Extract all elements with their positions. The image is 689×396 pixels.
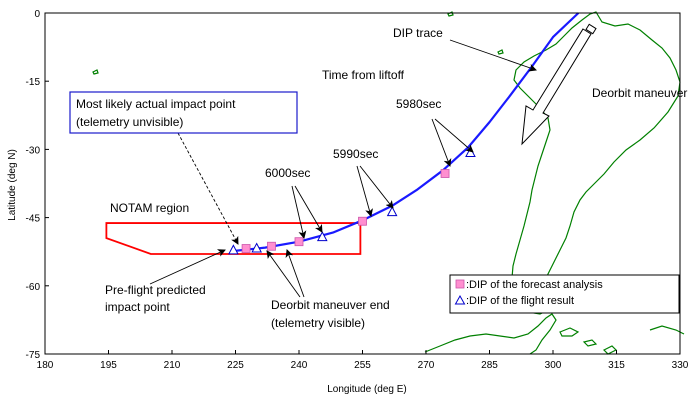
x-tick-label: 195 [100, 360, 117, 371]
y-tick-label: -75 [26, 350, 41, 361]
x-tick-label: 285 [481, 360, 498, 371]
most-likely-label-line2: (telemetry unvisible) [76, 115, 183, 129]
preflight-label-line1: Pre-flight predicted [105, 283, 206, 297]
legend-forecast-label: :DIP of the forecast analysis [466, 279, 603, 291]
x-tick-label: 315 [608, 360, 625, 371]
x-tick-label: 180 [37, 360, 54, 371]
notam-region-label: NOTAM region [110, 201, 189, 215]
y-tick-label: -30 [26, 145, 41, 156]
flight-dip-point [316, 231, 328, 242]
island-1 [92, 69, 99, 75]
x-tick-label: 210 [164, 360, 181, 371]
deorbit-end-arrow-1 [266, 250, 301, 298]
notam-layer [105, 222, 362, 255]
most-likely-arrow [177, 132, 239, 245]
x-tick-label: 255 [354, 360, 371, 371]
y-axis-title: Latitude (deg N) [7, 149, 18, 221]
forecast-dip-point [241, 244, 251, 253]
t5990-label: 5990sec [333, 147, 378, 161]
deorbit-end-arrow-2 [285, 249, 305, 298]
y-tick-label: -15 [26, 77, 41, 88]
t6000-arrow-2 [294, 185, 323, 233]
y-tick-label: -45 [26, 214, 41, 225]
deorbit-end-label-line2: (telemetry visible) [271, 316, 365, 330]
t6000-arrow-1 [291, 185, 307, 239]
y-tick-label: -60 [26, 282, 41, 293]
t5990-arrow-1 [356, 165, 373, 217]
x-tick-label: 240 [291, 360, 308, 371]
x-tick-label: 270 [418, 360, 435, 371]
t6000-label: 6000sec [265, 166, 310, 180]
legend-flight-label: :DIP of the flight result [466, 295, 574, 307]
x-axis-title: Longitude (deg E) [327, 384, 407, 395]
t5980-arrow-2 [434, 118, 474, 153]
forecast-dip-point [267, 241, 276, 251]
most-likely-label-line1: Most likely actual impact point [76, 97, 236, 111]
preflight-arrow [149, 249, 226, 285]
legend-box [449, 274, 680, 314]
antarctica-coastline [424, 313, 557, 355]
flight-dip-point [386, 206, 398, 217]
forecast-dip-point [358, 216, 367, 226]
notam-region-polygon [105, 222, 362, 255]
t5990-arrow-2 [359, 165, 394, 209]
legend-flight-symbol [454, 294, 466, 305]
forecast-dip-point [440, 169, 450, 178]
deorbit-end-label-line1: Deorbit maneuver end [271, 298, 390, 312]
preflight-label-line2: impact point [105, 300, 170, 314]
dip-trace-arrow [449, 39, 537, 72]
axes-layer: 180 195 210 225 240 255 270 285 300 315 330 0 -15 -30… [26, 9, 689, 371]
y-tick-label: 0 [34, 9, 40, 20]
annotation-arrows [149, 39, 537, 298]
dip-trace-label: DIP trace [393, 26, 443, 40]
x-tick-label: 300 [545, 360, 562, 371]
t5980-label: 5980sec [396, 97, 441, 111]
deorbit-maneuver-label: Deorbit maneuver [592, 86, 687, 100]
x-tick-label: 225 [227, 360, 244, 371]
forecast-dip-point [294, 237, 304, 247]
flight-dip-point [228, 244, 239, 255]
island-3 [497, 49, 504, 55]
deorbit-maneuver-arrow [521, 23, 597, 146]
t5980-arrow-1 [431, 118, 452, 167]
time-from-liftoff-label: Time from liftoff [322, 68, 405, 82]
most-likely-callout-box [69, 91, 298, 134]
flight-dip-point [251, 242, 262, 253]
x-tick-label: 330 [672, 360, 689, 371]
legend-forecast-symbol [455, 279, 465, 289]
legend: :DIP of the forecast analysis :DIP of th… [449, 274, 680, 314]
deorbit-arrow-tail [585, 23, 597, 35]
